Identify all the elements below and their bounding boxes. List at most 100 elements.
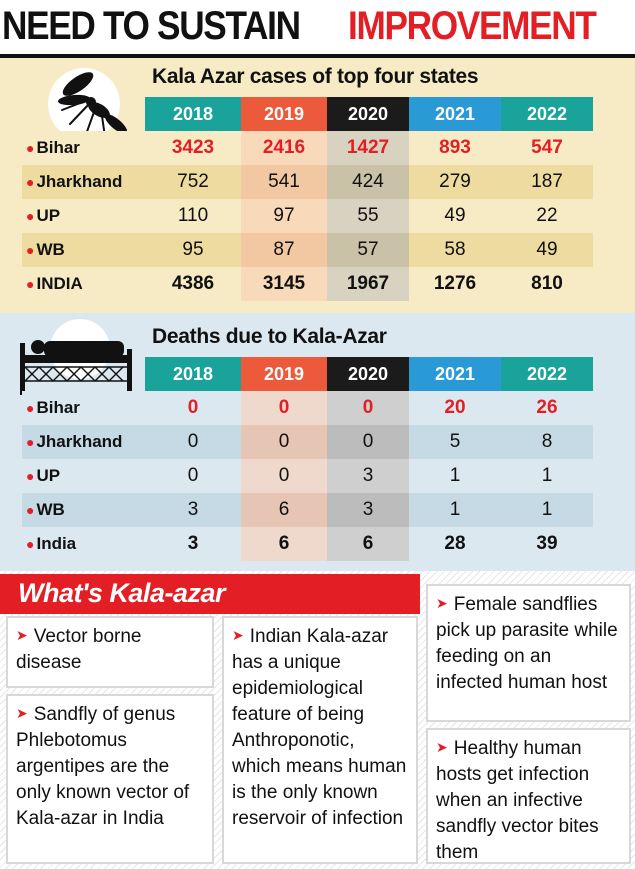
table-cell: 1276 — [409, 267, 501, 301]
table-cell: 424 — [327, 165, 409, 199]
deaths-table: 2018 2019 2020 2021 2022 ● Bihar 0 0 0 20… — [22, 357, 593, 561]
table-cell: 0 — [145, 459, 241, 493]
deaths-year-2019: 2019 — [241, 357, 327, 391]
table-cell: 110 — [145, 199, 241, 233]
table-cell: 547 — [501, 131, 593, 165]
table-cell: 95 — [145, 233, 241, 267]
mosquito-icon — [48, 68, 131, 145]
table-cell: 1 — [409, 493, 501, 527]
headline: NEED TO SUSTAIN IMPROVEMENT — [0, 0, 635, 58]
state-label: ● Jharkhand — [22, 165, 145, 199]
fact-box: ➤ Vector borne disease — [6, 616, 214, 688]
state-label: ● INDIA — [22, 267, 145, 301]
state-label: ● Bihar — [22, 131, 145, 165]
fact-text: Healthy human hosts get infection when a… — [436, 738, 599, 863]
table-cell: 20 — [409, 391, 501, 425]
table-cell: 1967 — [327, 267, 409, 301]
fact-box: ➤ Sandfly of genus Phlebotomus argentipes… — [6, 694, 214, 864]
table-cell: 3 — [327, 459, 409, 493]
table-row: ● Jharkhand 0 0 0 5 8 — [22, 425, 593, 459]
state-label: ● India — [22, 527, 145, 561]
table-cell: 2416 — [241, 131, 327, 165]
table-cell: 6 — [327, 527, 409, 561]
table-cell: 39 — [501, 527, 593, 561]
state-label: ● WB — [22, 493, 145, 527]
state-label: ● UP — [22, 199, 145, 233]
table-row: ● India 3 6 6 28 39 — [22, 527, 593, 561]
deaths-header-row: 2018 2019 2020 2021 2022 — [22, 357, 593, 391]
cases-header-blank — [22, 97, 145, 131]
table-cell: 28 — [409, 527, 501, 561]
table-cell: 4386 — [145, 267, 241, 301]
table-cell: 0 — [241, 391, 327, 425]
table-cell: 6 — [241, 527, 327, 561]
table-cell: 3145 — [241, 267, 327, 301]
cases-section: Kala Azar cases of top four states 2018 … — [0, 58, 635, 313]
state-label: ● Bihar — [22, 391, 145, 425]
deaths-year-2018: 2018 — [145, 357, 241, 391]
fact-text: Female sandflies pick up parasite while … — [436, 594, 618, 693]
table-cell: 0 — [327, 425, 409, 459]
deaths-year-2020: 2020 — [327, 357, 409, 391]
table-row: ● Bihar 0 0 0 20 26 — [22, 391, 593, 425]
patient-bed-icon — [20, 319, 132, 395]
table-cell: 0 — [145, 425, 241, 459]
arrow-icon: ➤ — [16, 627, 28, 643]
table-cell: 1 — [501, 459, 593, 493]
arrow-icon: ➤ — [232, 627, 244, 643]
headline-part1: NEED TO SUSTAIN — [2, 4, 301, 48]
table-cell: 26 — [501, 391, 593, 425]
state-label: ● WB — [22, 233, 145, 267]
cases-year-2022: 2022 — [501, 97, 593, 131]
cases-year-2021: 2021 — [409, 97, 501, 131]
table-cell: 97 — [241, 199, 327, 233]
table-row: ● UP 110 97 55 49 22 — [22, 199, 593, 233]
fact-text: Vector borne disease — [16, 626, 142, 673]
cases-year-2018: 2018 — [145, 97, 241, 131]
info-banner: What's Kala-azar — [0, 574, 420, 614]
fact-text: Indian Kala-azar has a unique epidemiolo… — [232, 626, 407, 829]
table-cell: 3 — [145, 493, 241, 527]
table-cell: 58 — [409, 233, 501, 267]
table-cell: 87 — [241, 233, 327, 267]
table-cell: 3423 — [145, 131, 241, 165]
fact-box: ➤ Indian Kala-azar has a unique epidemiol… — [222, 616, 418, 864]
headline-part2: IMPROVEMENT — [348, 4, 597, 48]
table-cell: 3 — [327, 493, 409, 527]
table-cell: 55 — [327, 199, 409, 233]
deaths-year-2021: 2021 — [409, 357, 501, 391]
deaths-title: Deaths due to Kala-Azar — [152, 325, 387, 348]
table-cell: 22 — [501, 199, 593, 233]
table-cell: 893 — [409, 131, 501, 165]
fact-box: ➤ Healthy human hosts get infection when … — [426, 728, 631, 864]
table-row: ● Bihar 3423 2416 1427 893 547 — [22, 131, 593, 165]
cases-header-row: 2018 2019 2020 2021 2022 — [22, 97, 593, 131]
arrow-icon: ➤ — [16, 705, 28, 721]
arrow-icon: ➤ — [436, 595, 448, 611]
deaths-header-blank — [22, 357, 145, 391]
table-cell: 49 — [409, 199, 501, 233]
table-cell: 0 — [145, 391, 241, 425]
table-cell: 279 — [409, 165, 501, 199]
table-cell: 541 — [241, 165, 327, 199]
state-label: ● Jharkhand — [22, 425, 145, 459]
table-cell: 1427 — [327, 131, 409, 165]
table-row: ● Jharkhand 752 541 424 279 187 — [22, 165, 593, 199]
arrow-icon: ➤ — [436, 739, 448, 755]
deaths-year-2022: 2022 — [501, 357, 593, 391]
table-cell: 49 — [501, 233, 593, 267]
table-cell: 752 — [145, 165, 241, 199]
table-cell: 1 — [501, 493, 593, 527]
table-row: ● WB 3 6 3 1 1 — [22, 493, 593, 527]
fact-box: ➤ Female sandflies pick up parasite while… — [426, 584, 631, 722]
table-cell: 57 — [327, 233, 409, 267]
table-cell: 0 — [241, 425, 327, 459]
info-heading: What's Kala-azar — [18, 578, 226, 608]
table-row: ● WB 95 87 57 58 49 — [22, 233, 593, 267]
cases-year-2019: 2019 — [241, 97, 327, 131]
table-cell: 5 — [409, 425, 501, 459]
deaths-section: Deaths due to Kala-Azar 2018 2019 2020 2… — [0, 313, 635, 571]
state-label: ● UP — [22, 459, 145, 493]
fact-text: Sandfly of genus Phlebotomus argentipes … — [16, 704, 190, 829]
table-row: ● INDIA 4386 3145 1967 1276 810 — [22, 267, 593, 301]
